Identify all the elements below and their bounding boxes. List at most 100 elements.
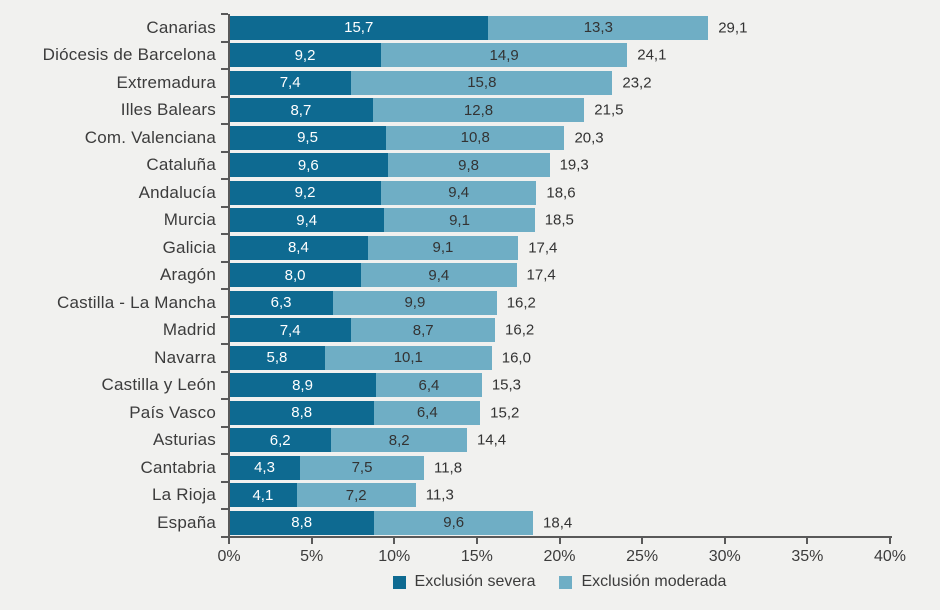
segment-value-label: 9,4 (428, 266, 450, 284)
category-label: Canarias (146, 17, 216, 37)
bar-segment-exclusion-severa: 6,3 (229, 290, 334, 315)
total-value-label: 19,3 (559, 156, 589, 174)
chart-row: Castilla y León 8,9 6,4 15,3 (0, 372, 940, 400)
category-label: País Vasco (129, 402, 216, 422)
legend-swatch-severa-icon (392, 575, 406, 589)
bar-segment-exclusion-severa: 8,0 (229, 263, 362, 288)
segment-value-label: 7,5 (351, 459, 373, 477)
row-plot-area: 8,8 6,4 15,2 (229, 400, 890, 425)
chart-row: Extremadura 7,4 15,8 23,2 (0, 69, 940, 97)
y-axis-tick (221, 535, 228, 538)
bar-rows: Canarias 15,7 13,3 29,1 Diócesis de Barcelon… (0, 14, 940, 537)
bar-segment-exclusion-severa: 8,9 (229, 373, 377, 398)
bar-segment-exclusion-moderada: 9,1 (384, 208, 535, 233)
x-axis-tick (806, 538, 809, 544)
chart-row: Galicia 8,4 9,1 17,4 (0, 234, 940, 262)
chart-row: Cataluña 9,6 9,8 19,3 (0, 152, 940, 180)
segment-value-label: 7,2 (345, 486, 367, 504)
segment-value-label: 15,7 (344, 19, 374, 37)
x-axis-tick-label: 5% (300, 548, 324, 565)
chart-row: Cantabria 4,3 7,5 11,8 (0, 454, 940, 482)
total-value-label: 18,5 (544, 211, 574, 229)
y-axis-tick (221, 260, 228, 263)
segment-value-label: 8,8 (291, 404, 313, 422)
bar-segment-exclusion-moderada: 6,4 (376, 373, 482, 398)
bar-segment-exclusion-severa: 9,5 (229, 125, 386, 150)
total-value-label: 18,4 (543, 514, 573, 532)
x-axis-tick-label: 10% (378, 548, 411, 565)
legend-label-moderada: Exclusión moderada (581, 573, 727, 590)
bar-segment-exclusion-severa: 6,2 (229, 428, 332, 453)
y-axis-tick (221, 178, 228, 180)
bar-segment-exclusion-moderada: 15,8 (351, 70, 613, 95)
legend-label-severa: Exclusión severa (414, 573, 536, 590)
chart-row: Asturias 6,2 8,2 14,4 (0, 427, 940, 455)
segment-value-label: 6,4 (418, 376, 440, 394)
row-plot-area: 4,3 7,5 11,8 (229, 455, 890, 480)
category-label: Cataluña (146, 155, 216, 175)
bar-segment-exclusion-severa: 9,4 (229, 208, 385, 233)
category-label: España (157, 512, 216, 532)
row-plot-area: 6,2 8,2 14,4 (229, 428, 890, 453)
category-label: Andalucía (138, 182, 216, 202)
total-value-label: 11,3 (425, 486, 454, 504)
row-plot-area: 8,0 9,4 17,4 (229, 263, 890, 288)
total-value-label: 14,4 (476, 431, 507, 449)
segment-value-label: 14,9 (489, 46, 519, 64)
x-axis-tick-label: 0% (217, 548, 241, 565)
total-value-label: 21,5 (594, 101, 624, 119)
category-label: Com. Valenciana (84, 127, 216, 147)
x-axis-tick (641, 538, 644, 544)
y-axis-tick (221, 205, 228, 208)
bar-segment-exclusion-moderada: 9,4 (381, 180, 537, 205)
y-axis-tick (221, 68, 228, 70)
bar-segment-exclusion-severa: 8,8 (229, 400, 375, 425)
total-value-label: 16,0 (501, 349, 531, 367)
bar-segment-exclusion-severa: 8,8 (229, 510, 375, 535)
bar-segment-exclusion-moderada: 7,2 (296, 483, 416, 508)
chart-row: Com. Valenciana 9,5 10,8 20,3 (0, 124, 940, 152)
segment-value-label: 9,8 (458, 156, 480, 174)
category-label: Cantabria (140, 457, 216, 477)
segment-value-label: 5,8 (266, 349, 288, 367)
bar-segment-exclusion-severa: 5,8 (229, 345, 325, 370)
legend-item-exclusion-moderada: Exclusión moderada (559, 573, 726, 591)
total-value-label: 15,2 (490, 404, 520, 422)
y-axis-tick (221, 123, 228, 125)
row-plot-area: 8,7 12,8 21,5 (229, 98, 890, 123)
x-axis-tick (723, 538, 726, 544)
chart-row: Illes Balears 8,7 12,8 21,5 (0, 97, 940, 125)
chart-row: País Vasco 8,8 6,4 15,2 (0, 399, 940, 427)
total-value-label: 23,2 (622, 74, 652, 92)
bar-segment-exclusion-moderada: 7,5 (300, 455, 424, 480)
y-axis-tick (221, 150, 228, 153)
row-plot-area: 8,8 9,6 18,4 (229, 510, 890, 535)
total-value-label: 15,3 (491, 376, 522, 394)
segment-value-label: 9,1 (432, 239, 454, 257)
segment-value-label: 6,2 (269, 431, 291, 449)
y-axis-tick (221, 315, 228, 318)
x-axis-tick-label: 25% (626, 548, 659, 565)
segment-value-label: 10,1 (393, 349, 423, 367)
category-label: La Rioja (152, 485, 216, 505)
legend: Exclusión severa Exclusión moderada (229, 573, 890, 591)
segment-value-label: 9,1 (449, 211, 470, 229)
row-plot-area: 9,5 10,8 20,3 (229, 125, 890, 150)
segment-value-label: 6,4 (416, 404, 438, 422)
bar-segment-exclusion-moderada: 8,7 (351, 318, 496, 343)
category-label: Castilla y León (101, 375, 216, 395)
segment-value-label: 8,8 (291, 514, 313, 532)
total-value-label: 20,3 (574, 129, 604, 147)
x-axis-tick (228, 538, 230, 544)
segment-value-label: 9,4 (448, 184, 470, 202)
x-axis-tick (310, 538, 313, 544)
segment-value-label: 8,7 (290, 101, 312, 119)
row-plot-area: 6,3 9,9 16,2 (229, 290, 890, 315)
y-axis-tick (221, 343, 228, 345)
total-value-label: 11,8 (433, 459, 463, 477)
bar-segment-exclusion-severa: 8,7 (229, 98, 373, 123)
row-plot-area: 9,2 14,9 24,1 (229, 43, 890, 68)
category-label: Navarra (154, 347, 216, 367)
x-axis-line (228, 536, 892, 538)
chart-row: Navarra 5,8 10,1 16,0 (0, 344, 940, 372)
